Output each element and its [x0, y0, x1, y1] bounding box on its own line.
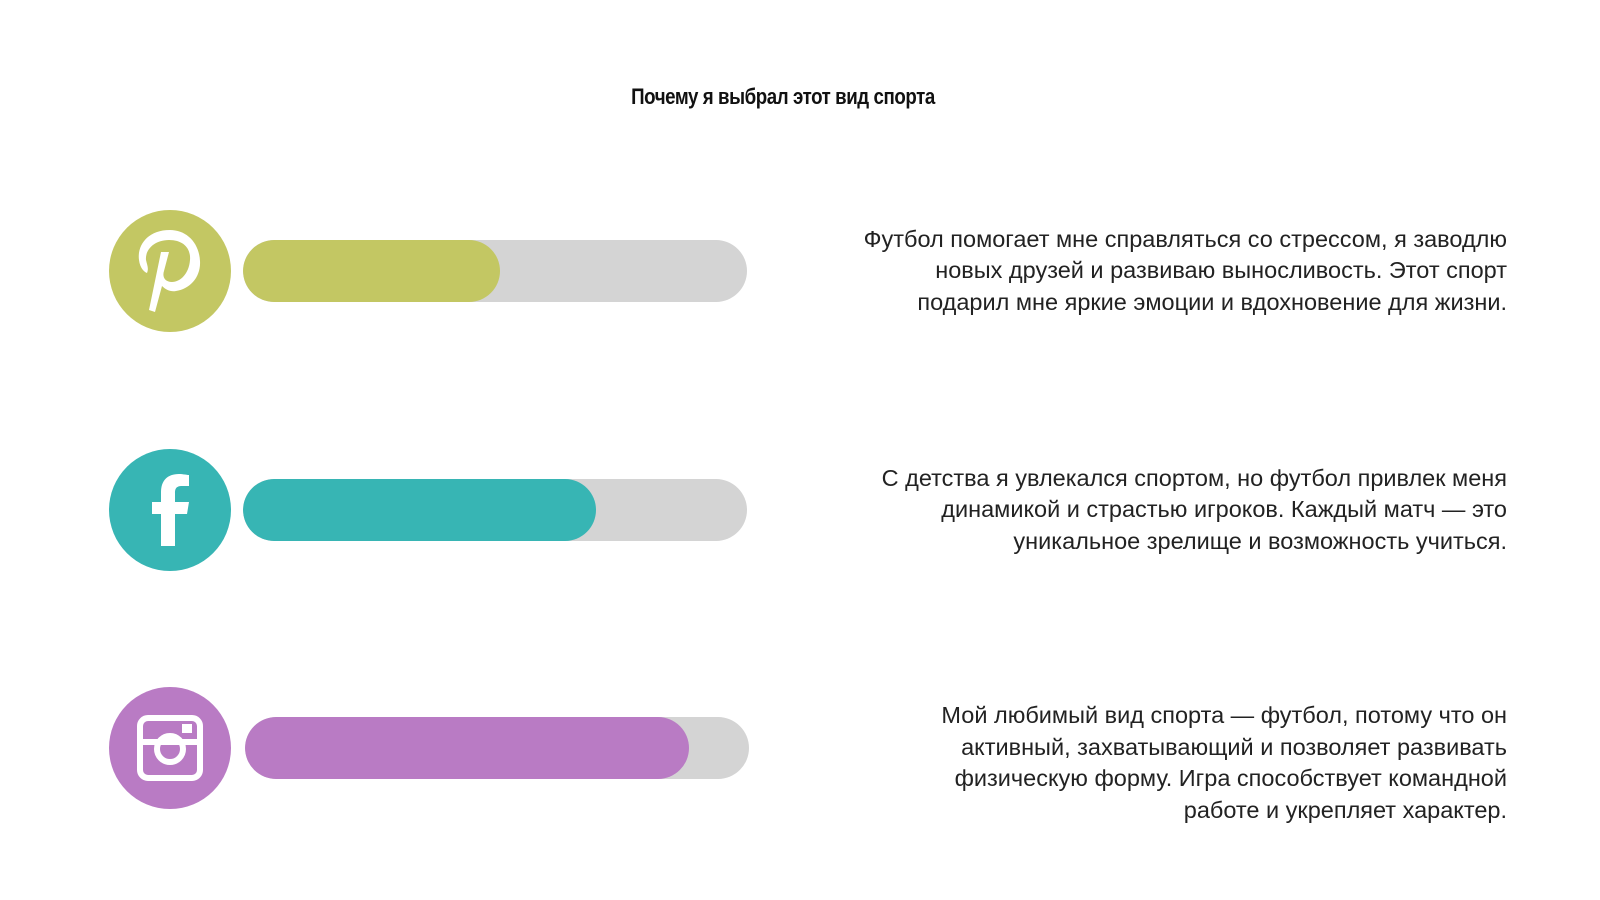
description-line: новых друзей и развиваю выносливость. Эт… [935, 257, 1507, 284]
item-row: С детства я увлекался спортом, но футбол… [0, 449, 1600, 571]
instagram-band [140, 739, 200, 745]
description-line: динамикой и страстью игроков. Каждый мат… [941, 496, 1507, 523]
description-line: подарил мне яркие эмоции и вдохновение д… [917, 288, 1507, 315]
instagram-flash [182, 724, 192, 733]
progress-fill [245, 717, 689, 779]
progress-track [243, 479, 747, 541]
instagram-outline [137, 715, 203, 781]
slide-title: Почему я выбрал этот вид спорта [631, 84, 935, 109]
icon-circle [109, 687, 231, 809]
description: Футбол помогает мне справляться со стрес… [864, 224, 1507, 319]
progress-fill [243, 240, 501, 302]
description-line: Мой любимый вид спорта — футбол, потому … [941, 702, 1507, 728]
item-row: Мой любимый вид спорта — футбол, потому … [0, 687, 1600, 823]
icon [109, 449, 231, 571]
progress-track [245, 717, 749, 779]
description-line: С детства я увлекался спортом, но футбол… [881, 464, 1507, 491]
description-line: Футбол помогает мне справляться со стрес… [863, 225, 1507, 252]
description: Мой любимый вид спорта — футбол, потому … [941, 700, 1507, 826]
icon [109, 687, 231, 809]
item-row: Футбол помогает мне справляться со стрес… [0, 210, 1600, 332]
description-line: активный, захватывающий и позволяет разв… [961, 733, 1507, 760]
description: С детства я увлекался спортом, но футбол… [882, 463, 1507, 558]
progress-fill [243, 479, 596, 541]
instagram-lens [154, 733, 186, 765]
pinterest-glyph [138, 230, 201, 312]
progress-track [243, 240, 747, 302]
description-line: уникальное зрелище и возможность учиться… [1013, 527, 1507, 554]
facebook-glyph [152, 474, 189, 546]
description-line: физическую форму. Игра способствует кома… [954, 765, 1507, 791]
description-line: работе и укрепляет характер. [1183, 796, 1507, 823]
icon-circle [109, 210, 231, 332]
icon [109, 210, 231, 332]
